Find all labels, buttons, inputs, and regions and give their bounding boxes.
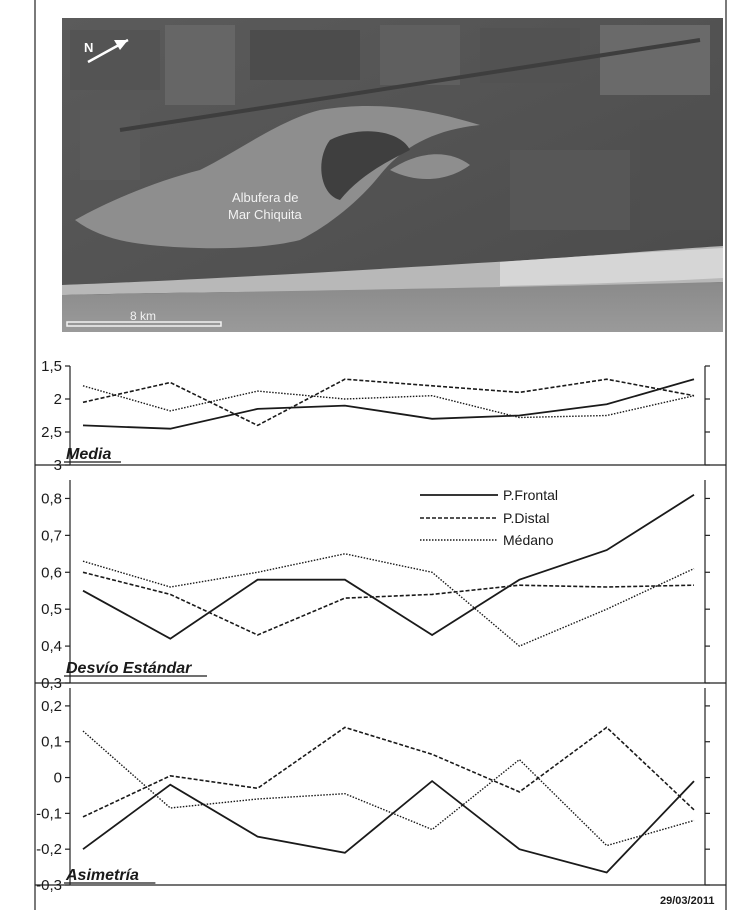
map-field-patch	[165, 25, 235, 105]
series-line-solid	[82, 494, 695, 640]
map-dune-bright	[500, 248, 723, 286]
y-tick-label: -0,1	[36, 805, 62, 822]
legend-label-frontal: P.Frontal	[503, 487, 558, 503]
panel-title: Media	[66, 446, 111, 463]
y-tick-label: 0,2	[41, 698, 62, 715]
y-tick-label: 2,5	[41, 424, 62, 441]
series-line-solid	[82, 378, 695, 430]
map-lagoon-inlet	[390, 154, 470, 180]
y-tick-label: 0,7	[41, 527, 62, 544]
north-arrow-icon: N	[84, 38, 129, 64]
date-label: 29/03/2011	[660, 895, 714, 907]
series-line-solid	[82, 779, 695, 874]
lagoon-label-line2: Mar Chiquita	[228, 207, 302, 222]
map-road	[119, 38, 701, 132]
y-tick-label: -0,3	[36, 877, 62, 894]
y-tick-label: 3	[54, 457, 62, 474]
y-tick-label: 1,5	[41, 358, 62, 375]
legend: P.Frontal P.Distal Médano	[420, 487, 558, 548]
map-marsh	[321, 131, 410, 200]
y-tick-label: 0,1	[41, 734, 62, 751]
map-field-patch	[640, 120, 720, 230]
map-field-patch	[70, 30, 160, 90]
map-field-patch	[80, 110, 140, 180]
map-field-patch	[600, 25, 710, 95]
series-line-dashed	[82, 726, 695, 818]
legend-label-medano: Médano	[503, 532, 554, 548]
y-tick-label: 0,8	[41, 490, 62, 507]
panel-title: Asimetría	[65, 867, 139, 884]
y-tick-label: 0,3	[41, 675, 62, 692]
legend-label-distal: P.Distal	[503, 510, 549, 526]
series-line-dashed	[82, 378, 695, 427]
y-tick-label: 0,4	[41, 638, 62, 655]
y-tick-label: -0,2	[36, 841, 62, 858]
series-line-dashed	[82, 571, 695, 636]
map-field-patch	[480, 28, 580, 83]
map-field-patch	[380, 25, 460, 85]
y-tick-label: 2	[54, 391, 62, 408]
y-tick-label: 0,5	[41, 601, 62, 618]
chart-desvio-estandar: 0,3 0,4 0,5 0,6 0,7 0,8 Desvío Estándar	[35, 480, 726, 692]
y-tick-label: 0,6	[41, 564, 62, 581]
series-line-dotted	[82, 385, 695, 419]
satellite-map: Albufera de Mar Chiquita N 8 km	[62, 18, 723, 332]
scale-bar: 8 km	[66, 309, 222, 327]
map-sea	[62, 282, 723, 332]
lagoon-label-line1: Albufera de	[232, 190, 299, 205]
series-line-dotted	[82, 553, 695, 647]
map-field-patch	[250, 30, 360, 80]
scale-label: 8 km	[130, 309, 156, 323]
y-tick-label: 0	[54, 770, 62, 787]
north-label: N	[84, 40, 93, 55]
map-field-patch	[510, 150, 630, 230]
panel-title: Desvío Estándar	[66, 660, 192, 677]
